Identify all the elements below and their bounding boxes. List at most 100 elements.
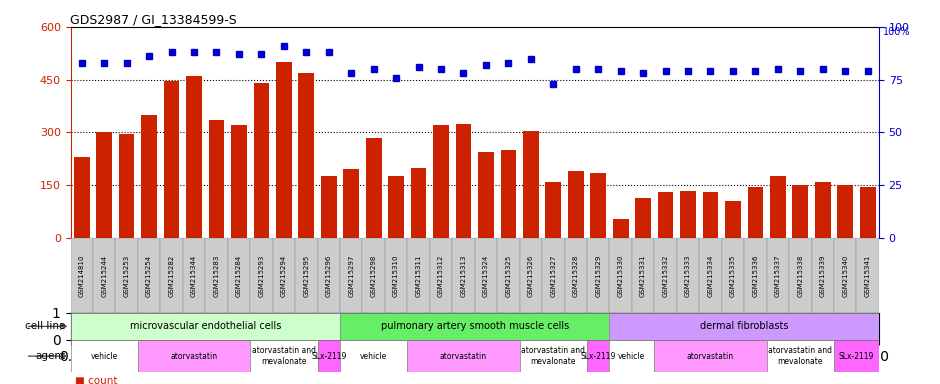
Bar <box>231 126 247 238</box>
Bar <box>609 238 632 313</box>
Bar <box>497 238 520 313</box>
Text: SLx-2119: SLx-2119 <box>311 352 347 361</box>
Text: ■ count: ■ count <box>75 376 118 384</box>
Bar <box>587 238 609 313</box>
Bar <box>635 198 651 238</box>
Bar <box>318 340 340 372</box>
Text: atorvastatin: atorvastatin <box>440 352 487 361</box>
Text: GSM215340: GSM215340 <box>842 254 848 297</box>
Bar <box>654 238 677 313</box>
Text: GSM215283: GSM215283 <box>213 254 219 297</box>
Bar <box>856 238 879 313</box>
Bar <box>407 238 430 313</box>
Bar <box>186 76 202 238</box>
Bar <box>681 190 696 238</box>
Text: GSM215312: GSM215312 <box>438 254 444 297</box>
Bar <box>276 62 291 238</box>
Text: atorvastatin and
mevalonate: atorvastatin and mevalonate <box>768 346 832 366</box>
Bar <box>722 238 744 313</box>
Bar <box>340 340 407 372</box>
Bar <box>792 185 808 238</box>
Bar <box>838 185 854 238</box>
Bar <box>542 238 565 313</box>
Bar <box>250 238 273 313</box>
Text: GSM215254: GSM215254 <box>146 255 152 296</box>
Bar <box>632 238 654 313</box>
Bar <box>70 238 93 313</box>
Bar <box>767 340 834 372</box>
Text: vehicle: vehicle <box>90 352 118 361</box>
Text: GSM215253: GSM215253 <box>124 254 130 297</box>
Text: atorvastatin and
mevalonate: atorvastatin and mevalonate <box>522 346 586 366</box>
Bar <box>725 201 741 238</box>
Text: GSM214810: GSM214810 <box>79 254 85 297</box>
Bar <box>590 173 606 238</box>
Bar <box>452 238 475 313</box>
Text: GSM215295: GSM215295 <box>304 254 309 297</box>
Bar <box>478 152 494 238</box>
Text: GSM215331: GSM215331 <box>640 254 646 297</box>
Text: GSM215335: GSM215335 <box>730 254 736 297</box>
Bar <box>654 340 767 372</box>
Text: GSM215341: GSM215341 <box>865 254 870 297</box>
Bar <box>141 115 157 238</box>
Bar <box>93 238 116 313</box>
Text: GSM215298: GSM215298 <box>370 254 377 297</box>
Text: GSM215284: GSM215284 <box>236 254 242 297</box>
Bar <box>677 238 699 313</box>
Bar <box>273 238 295 313</box>
Bar <box>411 168 427 238</box>
Text: microvascular endothelial cells: microvascular endothelial cells <box>130 321 281 331</box>
Bar <box>340 238 363 313</box>
Text: atorvastatin: atorvastatin <box>170 352 217 361</box>
Bar <box>295 238 318 313</box>
Bar <box>363 238 384 313</box>
Bar <box>520 340 587 372</box>
Bar <box>609 340 654 372</box>
Text: GSM215294: GSM215294 <box>281 254 287 297</box>
Bar <box>834 238 856 313</box>
Bar <box>118 134 134 238</box>
Bar <box>298 73 314 238</box>
Bar <box>520 238 542 313</box>
Bar <box>587 340 609 372</box>
Text: GSM215334: GSM215334 <box>708 254 713 297</box>
Text: GSM215311: GSM215311 <box>415 254 421 297</box>
Text: SLx-2119: SLx-2119 <box>838 352 874 361</box>
Bar <box>613 219 629 238</box>
Bar <box>702 192 718 238</box>
Bar <box>767 238 789 313</box>
Bar <box>209 120 225 238</box>
Text: GSM215333: GSM215333 <box>685 254 691 297</box>
Bar <box>161 238 182 313</box>
Text: GDS2987 / GI_13384599-S: GDS2987 / GI_13384599-S <box>70 13 237 26</box>
Bar <box>384 238 407 313</box>
Text: GSM215332: GSM215332 <box>663 254 668 297</box>
Bar <box>70 340 138 372</box>
Text: GSM215330: GSM215330 <box>618 254 623 297</box>
Bar <box>609 313 879 340</box>
Bar <box>318 238 340 313</box>
Bar <box>744 238 767 313</box>
Text: dermal fibroblasts: dermal fibroblasts <box>700 321 789 331</box>
Bar <box>250 340 318 372</box>
Bar <box>860 187 875 238</box>
Bar <box>205 238 227 313</box>
Text: atorvastatin: atorvastatin <box>687 352 734 361</box>
Text: GSM215313: GSM215313 <box>461 254 466 297</box>
Bar <box>227 238 250 313</box>
Bar <box>568 171 584 238</box>
Bar <box>834 340 879 372</box>
Bar <box>811 238 834 313</box>
Bar <box>699 238 722 313</box>
Text: GSM215338: GSM215338 <box>797 254 804 297</box>
Bar <box>74 157 89 238</box>
Text: GSM215297: GSM215297 <box>348 254 354 297</box>
Bar <box>388 177 404 238</box>
Bar <box>116 238 138 313</box>
Bar <box>475 238 497 313</box>
Bar <box>433 126 449 238</box>
Text: GSM215296: GSM215296 <box>326 254 332 297</box>
Text: GSM215282: GSM215282 <box>168 254 175 297</box>
Bar <box>789 238 811 313</box>
